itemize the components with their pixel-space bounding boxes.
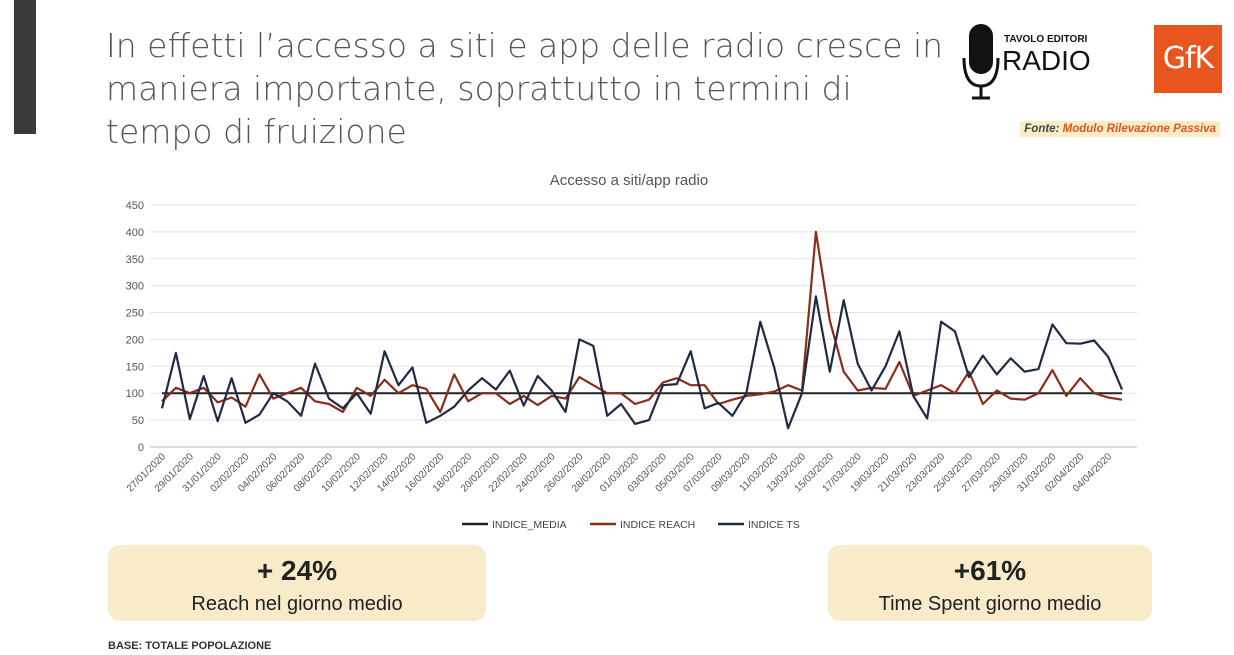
y-tick-label: 250 xyxy=(126,308,144,320)
y-tick-label: 350 xyxy=(126,254,144,266)
highlight-box-time-spent: +61% Time Spent giorno medio xyxy=(828,545,1152,621)
y-tick-label: 300 xyxy=(126,281,144,293)
y-tick-label: 50 xyxy=(132,415,144,427)
highlight-value: + 24% xyxy=(256,555,338,586)
highlight-label: Time Spent giorno medio xyxy=(878,593,1102,615)
logo-text-top: TAVOLO EDITORI xyxy=(1004,34,1088,45)
legend-label: INDICE REACH xyxy=(620,519,695,531)
line-chart: 05010015020025030035040045027/01/202029/… xyxy=(125,200,1137,531)
series-line-indice-ts xyxy=(160,295,1124,430)
source-label: Fonte: xyxy=(1024,123,1060,135)
highlight-value: +61% xyxy=(953,555,1027,586)
source-note: Fonte: Modulo Rilevazione Passiva xyxy=(1020,121,1220,137)
source-value: Modulo Rilevazione Passiva xyxy=(1062,123,1216,135)
logo-text-main: RADIO xyxy=(1002,45,1091,76)
microphone-icon xyxy=(969,24,993,74)
base-note: BASE: TOTALE POPOLAZIONE xyxy=(108,640,272,652)
y-tick-label: 100 xyxy=(126,388,144,400)
highlight-label: Reach nel giorno medio xyxy=(191,593,403,615)
legend-label: INDICE_MEDIA xyxy=(492,519,567,531)
y-tick-label: 0 xyxy=(138,442,144,454)
y-tick-label: 150 xyxy=(126,361,144,373)
gfk-logo: GfK xyxy=(1154,25,1222,93)
legend-label: INDICE TS xyxy=(748,519,800,531)
y-tick-label: 400 xyxy=(126,227,144,239)
highlight-box-reach: + 24% Reach nel giorno medio xyxy=(108,545,486,621)
series-line-indice-reach xyxy=(161,230,1123,414)
chart-title: Accesso a siti/app radio xyxy=(549,172,709,189)
y-tick-label: 200 xyxy=(126,334,144,346)
y-tick-label: 450 xyxy=(126,200,144,212)
slide-title: In effetti l’accesso a siti e app delle … xyxy=(106,26,944,151)
tavolo-editori-radio-logo: TAVOLO EDITORI RADIO xyxy=(962,24,1091,100)
accent-side-bar xyxy=(14,0,36,134)
